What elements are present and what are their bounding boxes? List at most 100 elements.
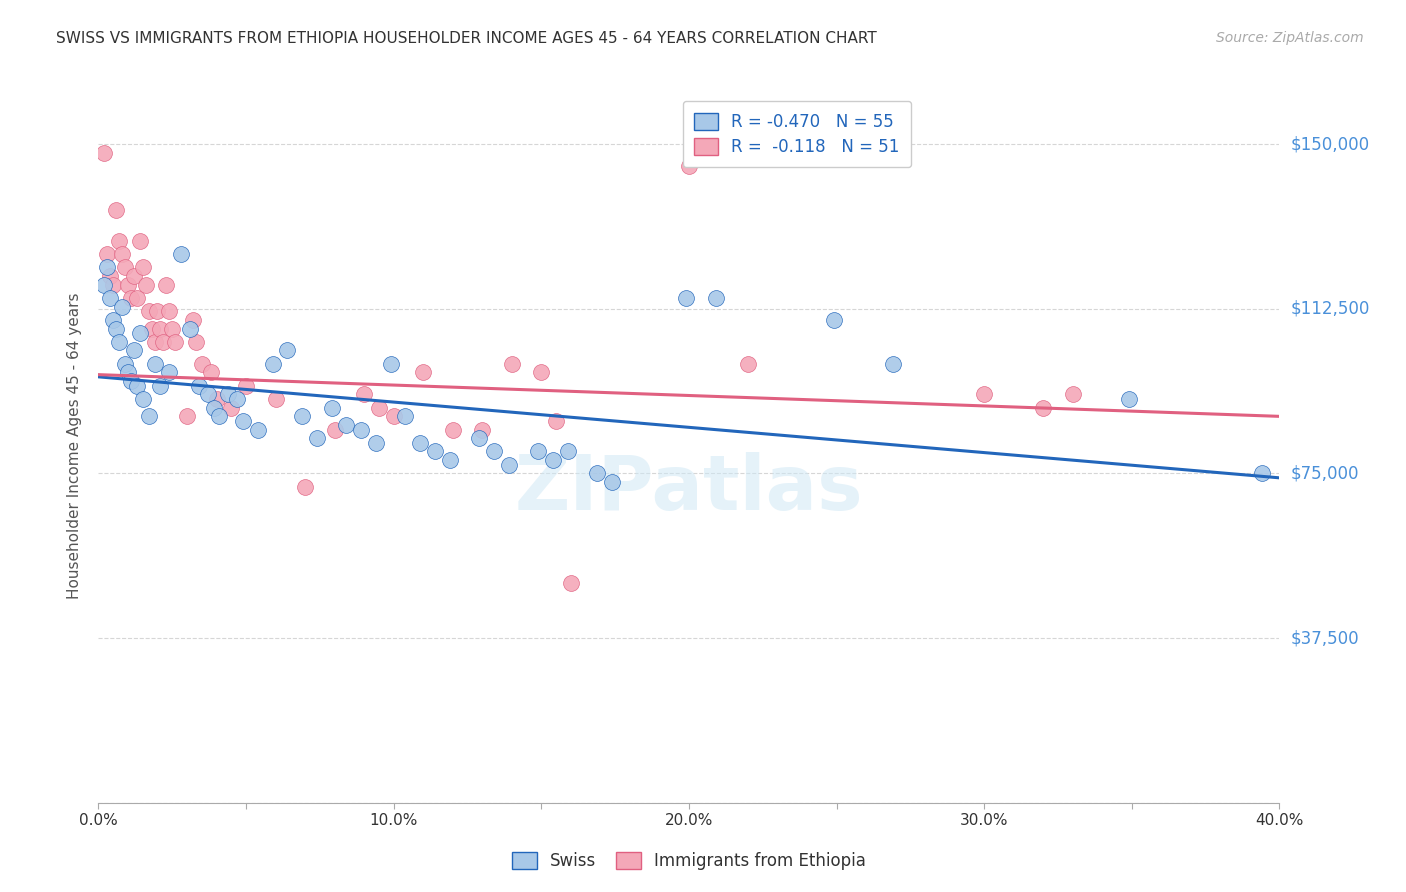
Point [217, 387, 239, 401]
Point [541, 453, 564, 467]
Point [138, 409, 160, 424]
Point [1032, 401, 1054, 415]
Point [350, 423, 373, 437]
Point [149, 321, 172, 335]
Text: SWISS VS IMMIGRANTS FROM ETHIOPIA HOUSEHOLDER INCOME AGES 45 - 64 YEARS CORRELAT: SWISS VS IMMIGRANTS FROM ETHIOPIA HOUSEH… [56, 31, 877, 46]
Point [382, 409, 405, 424]
Point [157, 304, 180, 318]
Point [364, 435, 387, 450]
Point [335, 418, 357, 433]
Point [132, 392, 155, 406]
Text: $37,500: $37,500 [1291, 629, 1360, 647]
Text: Source: ZipAtlas.com: Source: ZipAtlas.com [1216, 31, 1364, 45]
Point [468, 431, 491, 445]
Point [321, 401, 343, 415]
Point [264, 392, 287, 406]
Text: ZIPatlas: ZIPatlas [515, 452, 863, 525]
Point [128, 326, 150, 340]
Point [149, 378, 172, 392]
Point [128, 234, 150, 248]
Point [98, 268, 121, 283]
Point [439, 453, 461, 467]
Point [527, 444, 550, 458]
Point [232, 414, 254, 428]
Point [93, 277, 115, 292]
Point [1250, 467, 1272, 481]
Point [181, 312, 204, 326]
Point [187, 378, 209, 392]
Point [482, 444, 505, 458]
Point [103, 312, 125, 326]
Point [191, 357, 214, 371]
Point [501, 357, 523, 371]
Point [114, 260, 136, 274]
Point [96, 247, 118, 261]
Point [276, 343, 298, 358]
Text: $75,000: $75,000 [1291, 465, 1360, 483]
Text: $150,000: $150,000 [1291, 135, 1369, 153]
Point [530, 366, 553, 380]
Point [235, 378, 257, 392]
Point [138, 304, 160, 318]
Point [202, 401, 225, 415]
Point [122, 268, 145, 283]
Point [471, 423, 494, 437]
Point [208, 409, 231, 424]
Point [146, 304, 169, 318]
Point [179, 321, 201, 335]
Point [98, 291, 121, 305]
Point [117, 277, 139, 292]
Point [105, 321, 128, 335]
Point [294, 480, 316, 494]
Point [226, 392, 249, 406]
Point [882, 357, 904, 371]
Point [122, 343, 145, 358]
Point [737, 357, 759, 371]
Point [368, 401, 391, 415]
Point [262, 357, 284, 371]
Point [132, 260, 155, 274]
Point [423, 444, 446, 458]
Point [141, 321, 163, 335]
Point [219, 401, 242, 415]
Point [135, 277, 157, 292]
Point [675, 291, 697, 305]
Point [165, 334, 187, 349]
Text: $112,500: $112,500 [1291, 300, 1369, 318]
Point [394, 409, 416, 424]
Point [197, 387, 219, 401]
Point [1062, 387, 1084, 401]
Point [678, 159, 700, 173]
Y-axis label: Householder Income Ages 45 - 64 years: Householder Income Ages 45 - 64 years [67, 293, 83, 599]
Point [96, 260, 118, 274]
Point [120, 374, 142, 388]
Point [200, 366, 222, 380]
Point [412, 366, 434, 380]
Point [973, 387, 995, 401]
Point [380, 357, 402, 371]
Point [323, 423, 346, 437]
Point [600, 475, 623, 490]
Point [305, 431, 328, 445]
Point [117, 366, 139, 380]
Point [114, 357, 136, 371]
Point [1118, 392, 1140, 406]
Point [108, 334, 131, 349]
Point [184, 334, 207, 349]
Point [823, 312, 845, 326]
Point [155, 277, 177, 292]
Point [353, 387, 375, 401]
Point [125, 378, 148, 392]
Point [176, 409, 198, 424]
Point [93, 145, 115, 160]
Point [586, 467, 609, 481]
Point [120, 291, 142, 305]
Point [409, 435, 432, 450]
Point [205, 392, 228, 406]
Point [125, 291, 148, 305]
Point [246, 423, 269, 437]
Point [108, 234, 131, 248]
Point [560, 576, 582, 591]
Legend: Swiss, Immigrants from Ethiopia: Swiss, Immigrants from Ethiopia [505, 845, 873, 877]
Point [152, 334, 174, 349]
